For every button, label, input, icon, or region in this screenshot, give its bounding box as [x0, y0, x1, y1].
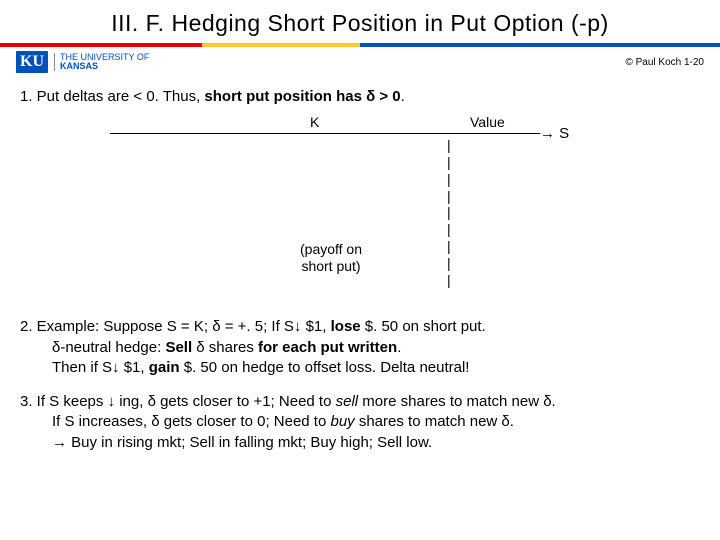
p3-line3: → Buy in rising mkt; Sell in falling mkt… — [20, 433, 700, 453]
p2-l2a: δ-neutral hedge: — [52, 339, 165, 356]
p3-l2b: buy — [330, 413, 354, 430]
payoff-line1: (payoff on — [300, 241, 362, 258]
p2-l3a: Then if S↓ $1, — [52, 359, 149, 376]
ku-logo: KU THE UNIVERSITY OF KANSAS — [16, 51, 149, 73]
p1-prefix: 1. Put deltas are < 0. Thus, — [20, 88, 204, 105]
header-row: KU THE UNIVERSITY OF KANSAS © Paul Koch … — [0, 47, 720, 75]
axis-line — [110, 133, 540, 134]
p2-l2b: Sell — [165, 339, 192, 356]
point-2: 2. Example: Suppose S = K; δ = +. 5; If … — [20, 317, 700, 378]
p3-line2: If S increases, δ gets closer to 0; Need… — [20, 412, 700, 432]
p3-l2c: shares to match new δ. — [355, 413, 514, 430]
p1-suffix: . — [401, 88, 405, 105]
bar-seg-red — [0, 43, 202, 47]
p2-line3: Then if S↓ $1, gain $. 50 on hedge to of… — [20, 358, 700, 378]
p2-l1b: lose — [331, 318, 361, 335]
ku-mark: KU — [16, 51, 48, 73]
point-1: 1. Put deltas are < 0. Thus, short put p… — [20, 87, 700, 107]
slide-title: III. F. Hedging Short Position in Put Op… — [0, 0, 720, 43]
p2-l2d: for each put written — [258, 339, 397, 356]
p2-l1a: 2. Example: Suppose S = K; δ = +. 5; If … — [20, 318, 331, 335]
ku-text: THE UNIVERSITY OF KANSAS — [54, 53, 149, 71]
content: 1. Put deltas are < 0. Thus, short put p… — [0, 75, 720, 453]
color-accent-bar — [0, 43, 720, 47]
p2-l2e: . — [397, 339, 401, 356]
p2-line1: 2. Example: Suppose S = K; δ = +. 5; If … — [20, 317, 700, 337]
p2-line2: δ-neutral hedge: Sell δ shares for each … — [20, 338, 700, 358]
p2-l2c: δ shares — [192, 339, 258, 356]
p3-l1b: sell — [336, 393, 359, 410]
p3-line1: 3. If S keeps ↓ ing, δ gets closer to +1… — [20, 392, 700, 412]
bar-seg-yellow — [202, 43, 360, 47]
payoff-diagram: K Value → S | | | | | | | | | (payoff on… — [20, 113, 700, 303]
p3-l1a: 3. If S keeps ↓ ing, δ gets closer to +1… — [20, 393, 336, 410]
arrow-s: → S — [540, 124, 569, 144]
p2-l3c: $. 50 on hedge to offset loss. Delta neu… — [180, 359, 470, 376]
p3-l2a: If S increases, δ gets closer to 0; Need… — [52, 413, 330, 430]
value-label: Value — [470, 113, 505, 132]
p1-bold: short put position has δ > 0 — [204, 88, 400, 105]
payoff-label: (payoff on short put) — [300, 241, 362, 275]
p2-l1c: $. 50 on short put. — [361, 318, 486, 335]
bar-seg-blue — [360, 43, 720, 47]
p2-l3b: gain — [149, 359, 180, 376]
copyright: © Paul Koch 1-20 — [625, 57, 704, 68]
k-label: K — [310, 113, 319, 132]
point-3: 3. If S keeps ↓ ing, δ gets closer to +1… — [20, 392, 700, 453]
tick-marks: | | | | | | | | | — [447, 137, 451, 288]
p3-l1c: more shares to match new δ. — [358, 393, 556, 410]
ku-line2: KANSAS — [60, 62, 149, 71]
payoff-line2: short put) — [300, 258, 362, 275]
